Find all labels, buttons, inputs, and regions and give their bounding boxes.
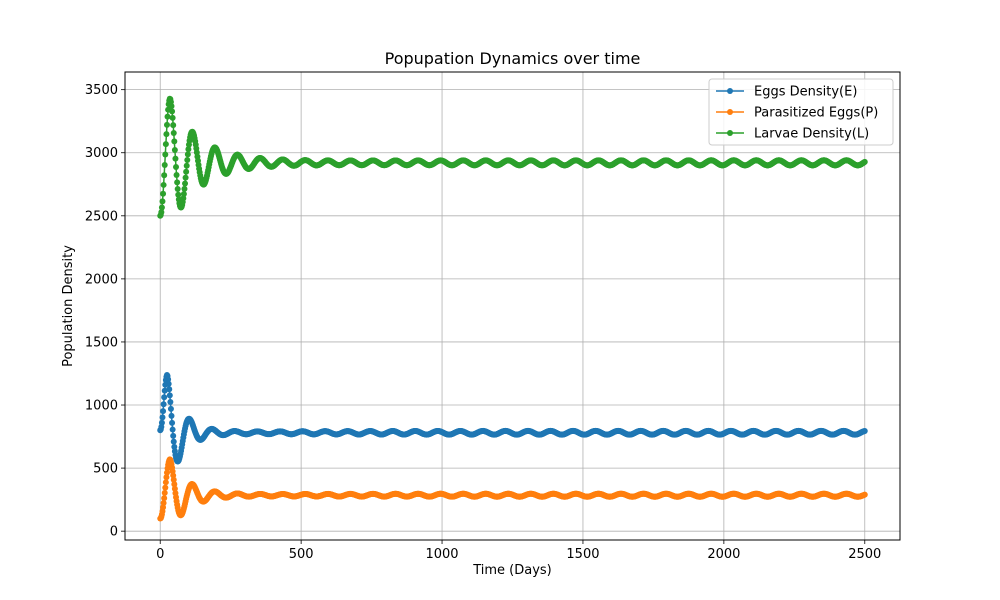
chart-title: Popupation Dynamics over time bbox=[385, 49, 641, 68]
legend-marker bbox=[727, 109, 733, 115]
y-tick-label: 500 bbox=[93, 462, 118, 477]
y-tick-label: 3000 bbox=[85, 146, 118, 161]
legend-label: Larvae Density(L) bbox=[754, 127, 869, 142]
series-2 bbox=[157, 456, 868, 522]
x-tick-label: 0 bbox=[156, 547, 164, 562]
y-tick-label: 2500 bbox=[85, 209, 118, 224]
legend-label: Eggs Density(E) bbox=[754, 85, 857, 100]
x-tick-label: 2500 bbox=[848, 547, 881, 562]
legend-marker bbox=[727, 88, 733, 94]
y-axis-label: Population Density bbox=[61, 245, 76, 367]
x-axis-label: Time (Days) bbox=[472, 563, 552, 578]
series-layer bbox=[157, 95, 868, 522]
y-tick-label: 2000 bbox=[85, 272, 118, 287]
grid bbox=[125, 72, 900, 540]
x-tick-label: 1000 bbox=[425, 547, 458, 562]
legend-marker bbox=[727, 130, 733, 136]
x-tick-label: 500 bbox=[289, 547, 314, 562]
y-tick-label: 1500 bbox=[85, 335, 118, 350]
series-line bbox=[159, 373, 865, 463]
series-3 bbox=[157, 95, 868, 219]
y-tick-label: 0 bbox=[110, 525, 118, 540]
series-line bbox=[159, 458, 866, 520]
legend-label: Parasitized Eggs(P) bbox=[754, 106, 878, 121]
x-tick-label: 2000 bbox=[707, 547, 740, 562]
legend: Eggs Density(E) Parasitized Eggs(P) Larvae… bbox=[708, 78, 894, 146]
series-1 bbox=[157, 371, 868, 465]
x-tick-label: 1500 bbox=[566, 547, 599, 562]
y-tick-label: 3500 bbox=[85, 83, 118, 98]
y-tick-label: 1000 bbox=[85, 399, 118, 414]
